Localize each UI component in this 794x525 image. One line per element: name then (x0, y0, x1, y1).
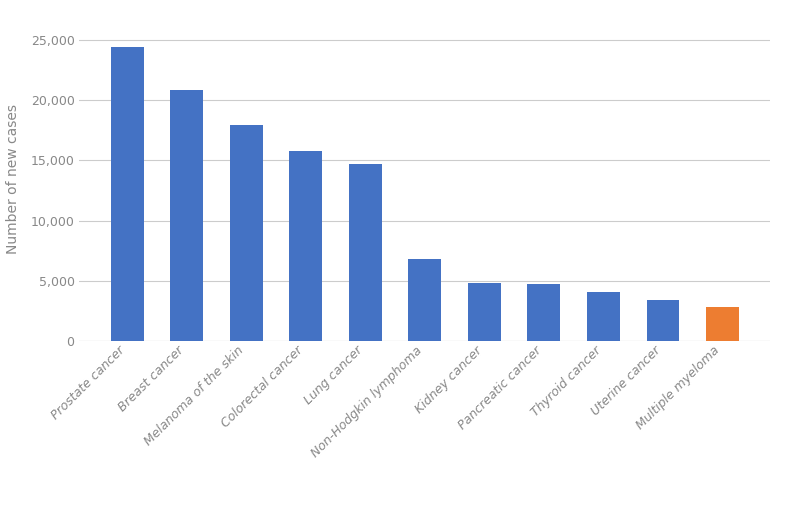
Bar (111, 47, 144, 341)
Bar (468, 284, 501, 341)
Bar (408, 259, 441, 341)
Bar (527, 284, 561, 341)
Bar (289, 151, 322, 341)
Bar (706, 307, 738, 341)
Bar (229, 125, 263, 341)
Bar (587, 292, 620, 341)
Y-axis label: Number of new cases: Number of new cases (6, 103, 20, 254)
Bar (171, 90, 203, 341)
Bar (349, 164, 382, 341)
Bar (646, 300, 679, 341)
